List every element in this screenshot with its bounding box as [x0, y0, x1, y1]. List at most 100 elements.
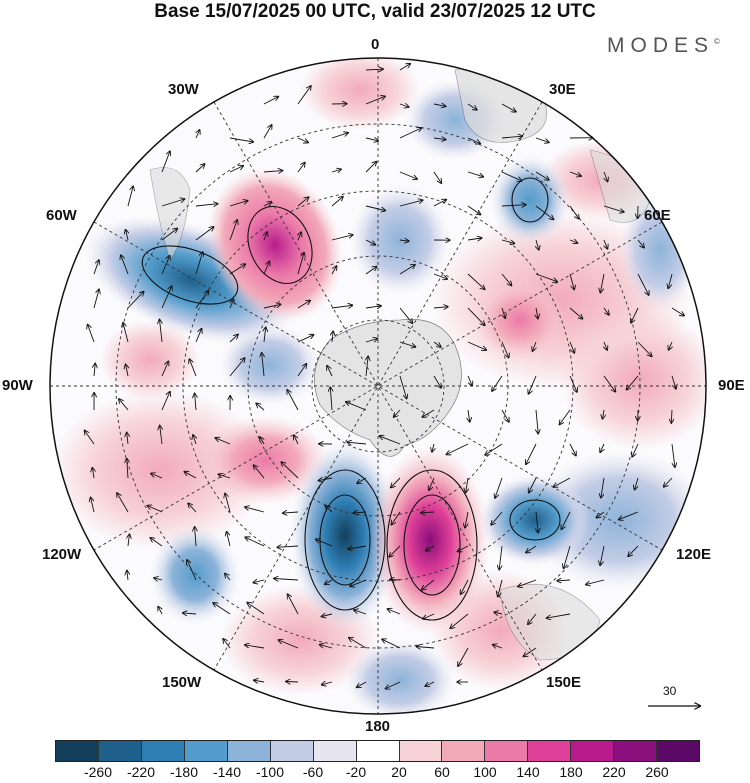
wind-vector [297, 301, 310, 309]
wind-vector [365, 69, 383, 70]
wind-vector [225, 574, 231, 581]
wind-vector [501, 103, 516, 112]
wind-vector [365, 339, 378, 342]
wind-vector [603, 205, 624, 212]
wind-vector [263, 261, 269, 275]
wind-vector [390, 579, 401, 580]
lon-label-150e: 150E [546, 674, 582, 691]
wind-vector [350, 579, 367, 586]
wind-vector [467, 137, 480, 144]
wind-vector [526, 443, 537, 464]
colorbar-swatch [613, 741, 657, 761]
colorbar-tick-label: -20 [345, 764, 367, 780]
wind-vector [184, 472, 197, 479]
wind-vector [492, 375, 503, 391]
wind-vector [264, 232, 267, 241]
wind-vector [429, 477, 435, 490]
wind-vector [569, 171, 581, 176]
wind-vector [569, 443, 576, 456]
wind-vector [365, 96, 385, 105]
wind-vector [117, 493, 129, 513]
lon-label-0: 0 [371, 36, 380, 53]
wind-vector [600, 545, 605, 565]
wind-vector [533, 341, 537, 351]
wind-vector [158, 607, 162, 615]
wind-vector [536, 511, 538, 533]
wind-vector [637, 273, 649, 295]
wind-vector [669, 341, 672, 350]
wind-vector [254, 680, 265, 682]
wind-vector [529, 375, 537, 394]
wind-vector [161, 199, 184, 207]
wind-vector [147, 506, 163, 513]
wind-vector [219, 474, 231, 479]
wind-vector [466, 477, 468, 492]
wind-vector [121, 255, 129, 275]
wind-vector [161, 286, 172, 309]
colorbar-tick-label: 180 [559, 764, 583, 780]
wind-vector [195, 394, 196, 411]
wind-vector [389, 545, 401, 557]
wind-vector [628, 545, 639, 556]
wind-vector [264, 327, 266, 343]
wind-vector [189, 359, 197, 377]
colorbar-tick-label: -180 [169, 764, 199, 780]
wind-vector [161, 362, 168, 377]
wind-vector [536, 409, 538, 434]
lon-label-150w: 150W [162, 674, 202, 691]
map-boundary [49, 57, 707, 715]
wind-vector [254, 465, 265, 479]
wind-vector [320, 645, 333, 649]
wind-vector [637, 239, 644, 248]
wind-vector [560, 409, 571, 424]
wind-vector [161, 392, 170, 411]
wind-vector [193, 435, 196, 445]
wind-vector [619, 511, 639, 520]
lon-label-180: 180 [365, 718, 391, 735]
wind-vector [331, 169, 341, 172]
wind-vector [493, 645, 503, 648]
wind-vector [391, 477, 401, 488]
wind-vector [399, 265, 415, 275]
wind-vector [426, 545, 435, 551]
wind-vector [399, 64, 410, 71]
wind-vector [263, 125, 272, 139]
colorbar-swatch [312, 741, 356, 761]
wind-vector [604, 171, 608, 181]
wind-vector [288, 594, 299, 615]
wind-vector [569, 375, 577, 392]
wind-vector [365, 162, 376, 173]
wind-vector [325, 506, 333, 513]
wind-vector [263, 171, 282, 172]
wind-vector [399, 307, 412, 323]
wind-vector [501, 273, 511, 285]
wind-vector [195, 252, 203, 275]
wind-vector [260, 437, 264, 445]
wind-vector [399, 128, 422, 139]
wind-vector [557, 580, 571, 581]
wind-vector [433, 307, 448, 308]
wind-vector [586, 579, 605, 585]
colorbar-tick-label: 100 [473, 764, 497, 780]
wind-vector [128, 534, 129, 547]
wind-vector [127, 433, 128, 445]
wind-vector [245, 537, 265, 547]
wind-vector [467, 307, 485, 325]
colorbar-swatch [570, 741, 614, 761]
wind-vector [92, 468, 94, 479]
wind-vector [399, 104, 409, 107]
wind-vector [485, 443, 503, 455]
colorbar-tick-label: 140 [516, 764, 540, 780]
wind-vector [365, 205, 385, 211]
wind-vector [195, 204, 218, 206]
wind-vector [433, 341, 441, 347]
wind-vector [501, 341, 509, 357]
wind-vector [458, 545, 469, 552]
wind-vector [332, 331, 333, 343]
wind-vector [380, 436, 401, 445]
lon-label-120w: 120W [42, 546, 82, 563]
wind-vector [215, 438, 231, 445]
wind-vector [535, 205, 554, 219]
wind-vector [600, 443, 604, 452]
wind-vector [297, 253, 304, 275]
